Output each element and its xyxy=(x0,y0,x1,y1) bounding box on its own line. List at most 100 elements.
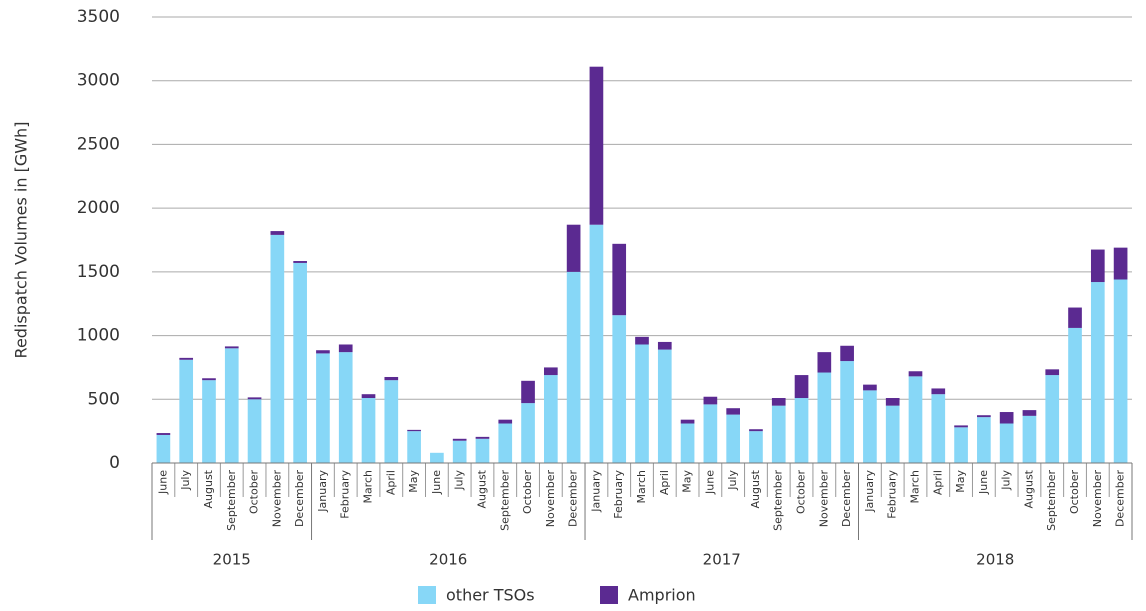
bar-segment xyxy=(452,440,467,463)
bar-segment xyxy=(817,372,832,463)
bar-segment xyxy=(954,425,968,428)
bar-segment xyxy=(863,384,877,391)
x-tick-label: July xyxy=(179,470,192,491)
bar-segment xyxy=(293,261,307,263)
bar-segment xyxy=(407,431,421,463)
bar-segment xyxy=(1022,415,1037,463)
y-tick-label: 1500 xyxy=(77,262,120,282)
x-tick-label: February xyxy=(886,470,899,519)
bar-segment xyxy=(1045,375,1060,463)
bar-segment xyxy=(156,433,171,435)
bar-segment xyxy=(475,438,490,463)
y-tick-label: 500 xyxy=(88,389,120,409)
x-tick-label: April xyxy=(931,470,944,495)
x-tick-label: January xyxy=(863,470,876,513)
bar-segment xyxy=(270,231,285,235)
bar-segment xyxy=(999,423,1014,463)
x-tick-label: November xyxy=(817,470,830,528)
x-tick-label: May xyxy=(681,470,694,493)
bar-segment xyxy=(179,359,194,463)
bar-segment xyxy=(247,399,262,463)
x-tick-label: August xyxy=(202,469,215,508)
bar-segment xyxy=(612,243,627,316)
bar-segment xyxy=(931,394,946,463)
bar-segment xyxy=(885,398,900,406)
bar-segment xyxy=(1022,410,1037,416)
x-tick-label: October xyxy=(248,470,261,514)
x-tick-label: June xyxy=(156,470,169,495)
bar-segment xyxy=(384,376,399,381)
bar-segment xyxy=(156,434,171,463)
x-tick-label: March xyxy=(362,470,375,504)
x-tick-label: September xyxy=(498,470,511,531)
bar-segment xyxy=(703,396,718,405)
bar-segment xyxy=(749,429,763,432)
bar-segment xyxy=(749,431,763,463)
x-tick-label: July xyxy=(453,470,466,491)
y-tick-label: 3500 xyxy=(77,7,120,27)
x-tick-label: January xyxy=(316,470,329,513)
bar-segment xyxy=(840,345,854,362)
bar-segment xyxy=(179,357,194,360)
bar-segment xyxy=(361,394,376,399)
bar-segment xyxy=(977,417,991,463)
year-label: 2015 xyxy=(213,551,251,569)
bar-segment xyxy=(840,361,854,463)
bar-segment xyxy=(202,380,216,463)
x-tick-label: October xyxy=(521,470,534,514)
year-label: 2017 xyxy=(703,551,741,569)
x-tick-label: August xyxy=(1022,469,1035,508)
x-tick-label: April xyxy=(384,470,397,495)
x-tick-label: December xyxy=(293,470,306,528)
bar-segment xyxy=(1090,282,1105,463)
y-tick-label: 1000 xyxy=(77,326,120,346)
x-tick-label: July xyxy=(726,470,739,491)
x-tick-label: November xyxy=(1091,470,1104,528)
bar-segment xyxy=(726,414,740,463)
bar-segment xyxy=(566,271,581,463)
bar-segment xyxy=(771,405,786,463)
bar-segment xyxy=(885,405,900,463)
bar-segment xyxy=(999,412,1014,424)
bar-segment xyxy=(475,436,490,439)
x-tick-label: June xyxy=(430,470,443,495)
x-tick-label: November xyxy=(270,470,283,528)
bar-segment xyxy=(224,348,239,463)
x-tick-label: May xyxy=(407,470,420,493)
bar-segment xyxy=(1090,249,1105,283)
bar-segment xyxy=(1068,327,1082,463)
y-axis-label: Redispatch Volumes in [GWh] xyxy=(12,122,31,359)
bar-segment xyxy=(293,262,307,463)
x-tick-label: December xyxy=(1114,470,1127,528)
bar-segment xyxy=(338,344,353,353)
bar-segment xyxy=(1068,307,1082,328)
x-tick-label: March xyxy=(635,470,648,504)
bar-segment xyxy=(521,403,535,463)
bar-segment xyxy=(657,349,672,463)
x-tick-label: March xyxy=(908,470,921,504)
y-tick-label: 2500 xyxy=(77,134,120,154)
legend-swatch xyxy=(418,586,436,604)
bar-segment xyxy=(612,315,627,463)
bar-segment xyxy=(407,429,421,432)
x-tick-label: July xyxy=(1000,470,1013,491)
bar-segment xyxy=(635,336,649,345)
x-tick-label: February xyxy=(612,470,625,519)
bar-segment xyxy=(908,371,923,377)
bar-segment xyxy=(544,375,558,463)
legend-swatch xyxy=(600,586,618,604)
bar-segment xyxy=(361,398,376,463)
bar-segment xyxy=(270,234,285,463)
bar-segment xyxy=(452,438,467,441)
bar-segment xyxy=(430,452,444,463)
x-tick-label: September xyxy=(772,470,785,531)
bar-segment xyxy=(794,398,809,463)
year-label: 2018 xyxy=(976,551,1014,569)
x-tick-label: September xyxy=(225,470,238,531)
bar-segment xyxy=(316,353,330,463)
x-tick-label: February xyxy=(339,470,352,519)
y-tick-label: 3000 xyxy=(77,71,120,91)
x-tick-label: June xyxy=(977,470,990,495)
bar-segment xyxy=(566,224,581,272)
